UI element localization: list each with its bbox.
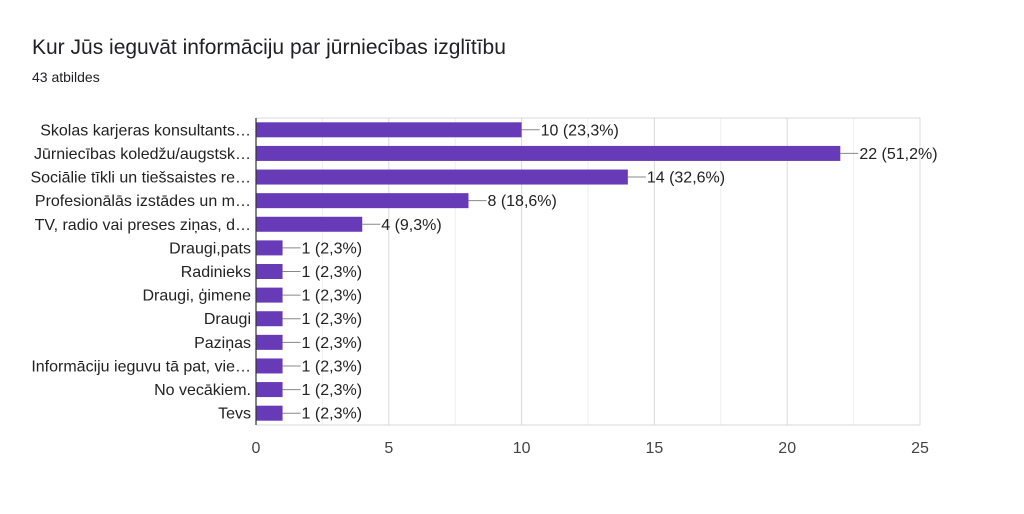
category-label: Skolas karjeras konsultants… <box>40 122 251 139</box>
bar <box>256 334 283 350</box>
bar <box>256 169 628 185</box>
bar <box>256 405 283 421</box>
data-label: 1 (2,3%) <box>302 406 362 423</box>
bar <box>256 311 283 327</box>
response-count: 43 atbildes <box>32 69 100 85</box>
x-tick-label: 10 <box>513 440 531 457</box>
data-label: 1 (2,3%) <box>302 240 362 257</box>
data-label: 1 (2,3%) <box>302 358 362 375</box>
bar <box>256 358 283 374</box>
bar <box>256 264 283 279</box>
category-label: Draugi <box>204 311 251 328</box>
chart-title: Kur Jūs ieguvāt informāciju par jūrniecī… <box>32 36 506 59</box>
data-label: 1 (2,3%) <box>302 264 362 281</box>
grid-lines <box>256 117 921 426</box>
category-label: TV, radio vai preses ziņas, d… <box>35 217 251 234</box>
category-label: Radinieks <box>181 264 251 281</box>
x-tick-label: 5 <box>384 440 393 457</box>
category-label: Tevs <box>218 406 251 423</box>
bar <box>256 145 841 161</box>
category-label: Sociālie tīkli un tiešsaistes re… <box>30 170 251 187</box>
data-label: 4 (9,3%) <box>381 217 441 234</box>
category-label: Draugi,pats <box>169 240 251 257</box>
bar <box>256 122 522 138</box>
data-label: 10 (23,3%) <box>541 122 619 139</box>
bar <box>256 382 283 398</box>
data-label: 1 (2,3%) <box>302 288 362 305</box>
x-tick-label: 0 <box>252 440 261 457</box>
category-label: No vecākiem. <box>154 382 251 399</box>
data-label: 22 (51,2%) <box>859 146 937 163</box>
data-label: 8 (18,6%) <box>487 193 556 210</box>
category-label: Profesionālās izstādes un m… <box>35 193 251 210</box>
x-tick-label: 15 <box>646 440 664 457</box>
bar <box>256 287 283 303</box>
x-tick-label: 20 <box>778 440 796 457</box>
category-label: Draugi, ģimene <box>143 287 252 305</box>
category-label: Paziņas <box>194 335 251 352</box>
bar <box>256 216 363 232</box>
bar <box>256 193 469 209</box>
data-label: 1 (2,3%) <box>302 382 362 399</box>
axes: 0 5 10 15 20 25 Skolas karjeras konsultants… Jū… <box>30 118 929 457</box>
data-label: 1 (2,3%) <box>302 335 362 352</box>
data-label: 14 (32,6%) <box>647 170 725 187</box>
bars: 10 (23,3%) 22 (51,2%) 14 (32,6%) 8 (18,6%) 4… <box>256 122 938 423</box>
x-tick-label: 25 <box>911 440 929 457</box>
bar <box>256 240 283 256</box>
category-label: Informāciju ieguvu tā pat, vie… <box>31 358 251 375</box>
data-label: 1 (2,3%) <box>302 311 362 328</box>
category-label: Jūrniecības koledžu/augstsk… <box>34 146 251 163</box>
